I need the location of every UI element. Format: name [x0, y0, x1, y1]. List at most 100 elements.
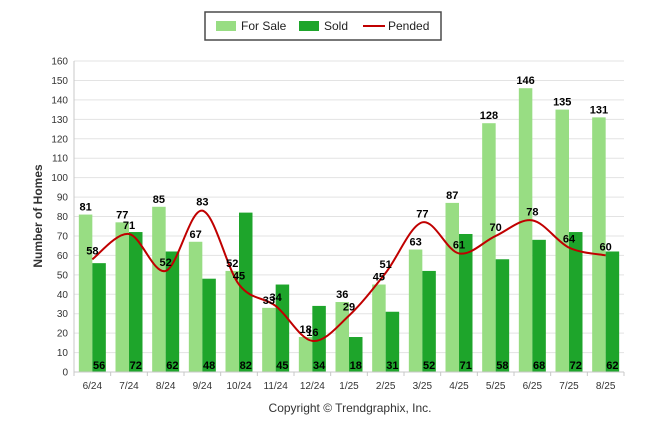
label-sold: 18	[350, 360, 362, 372]
y-tick-label: 90	[57, 193, 69, 204]
bar-sold	[532, 239, 546, 372]
label-pended: 64	[563, 234, 576, 246]
legend-label-for-sale: For Sale	[241, 19, 287, 33]
bars	[78, 88, 620, 373]
bar-sold	[569, 232, 583, 372]
label-pended: 52	[160, 257, 172, 269]
x-tick-label: 7/25	[559, 381, 579, 392]
bar-sold	[385, 311, 400, 372]
y-tick-label: 50	[57, 270, 69, 281]
label-for-sale: 45	[373, 272, 385, 284]
x-tick-label: 3/25	[413, 381, 433, 392]
label-pended: 51	[380, 259, 392, 271]
x-tick-label: 10/24	[226, 381, 251, 392]
x-tick-label: 12/24	[300, 381, 325, 392]
label-for-sale: 18	[299, 324, 311, 336]
bar-for-sale	[482, 123, 496, 372]
label-sold: 71	[460, 360, 472, 372]
label-for-sale: 52	[226, 258, 238, 270]
bar-sold	[349, 337, 363, 372]
y-tick-label: 120	[51, 134, 68, 145]
label-for-sale: 128	[480, 110, 498, 122]
label-pended: 71	[123, 220, 135, 232]
y-tick-label: 20	[57, 329, 69, 340]
pended-line	[91, 209, 606, 342]
y-tick-label: 80	[57, 212, 69, 223]
legend-swatch-sold	[299, 21, 319, 31]
bar-for-sale	[78, 214, 93, 372]
x-tick-label: 2/25	[376, 381, 396, 392]
y-tick-label: 140	[51, 95, 68, 106]
bar-sold	[422, 270, 436, 372]
y-tick-label: 150	[51, 76, 68, 87]
label-sold: 58	[496, 360, 508, 372]
x-tick-label: 4/25	[449, 381, 469, 392]
x-tick-label: 9/24	[193, 381, 213, 392]
legend-swatch-for-sale	[216, 21, 236, 31]
label-sold: 72	[130, 360, 142, 372]
x-tick-label: 11/24	[264, 381, 289, 392]
label-for-sale: 33	[263, 295, 275, 307]
label-pended: 34	[270, 292, 283, 304]
label-pended: 78	[526, 206, 538, 218]
bar-for-sale	[152, 206, 166, 372]
y-tick-label: 110	[52, 154, 68, 165]
y-tick-label: 10	[57, 348, 69, 359]
legend-label-pended: Pended	[388, 19, 429, 33]
bar-for-sale	[188, 241, 203, 372]
label-sold: 48	[203, 360, 215, 372]
y-tick-label: 70	[57, 231, 69, 242]
label-for-sale: 63	[409, 237, 421, 249]
legend: For Sale Sold Pended	[204, 11, 442, 41]
label-sold: 56	[93, 360, 105, 372]
bar-sold	[92, 263, 106, 372]
label-sold: 34	[313, 360, 326, 372]
label-pended: 58	[86, 245, 98, 257]
y-tick-label: 40	[57, 290, 69, 301]
label-for-sale: 77	[116, 209, 128, 221]
label-for-sale: 87	[446, 190, 458, 202]
bar-for-sale	[115, 222, 129, 372]
bar-sold	[605, 251, 620, 372]
label-for-sale: 85	[153, 194, 165, 206]
x-tick-label: 1/25	[339, 381, 359, 392]
y-axis-title: Number of Homes	[31, 164, 45, 268]
bar-sold	[202, 278, 216, 372]
bar-sold	[275, 284, 290, 372]
bar-sold	[312, 305, 326, 372]
label-for-sale: 67	[189, 229, 201, 241]
label-for-sale: 135	[553, 97, 571, 109]
label-sold: 72	[570, 360, 582, 372]
x-tick-label: 8/25	[596, 381, 616, 392]
label-pended: 60	[600, 241, 612, 253]
label-for-sale: 81	[79, 202, 91, 214]
label-sold: 62	[606, 360, 618, 372]
label-for-sale: 36	[336, 289, 348, 301]
data-labels: 81 56 77 72 85 62 67 48 52 82 33 45 18 34 36 18 45 31 63 52…	[79, 75, 618, 372]
bar-for-sale	[372, 284, 386, 372]
label-pended: 77	[416, 208, 428, 220]
label-pended: 29	[343, 302, 355, 314]
x-tick-label: 6/24	[83, 381, 103, 392]
bar-sold	[165, 251, 180, 372]
label-for-sale: 146	[516, 75, 534, 87]
bar-for-sale	[445, 202, 459, 372]
legend-label-sold: Sold	[324, 19, 348, 33]
label-pended: 16	[306, 327, 318, 339]
label-sold: 45	[276, 360, 288, 372]
label-for-sale: 131	[590, 104, 608, 116]
label-pended: 61	[453, 239, 465, 251]
bar-sold	[495, 259, 510, 372]
bar-for-sale	[518, 88, 533, 373]
y-tick-label: 0	[62, 368, 68, 379]
y-tick-label: 60	[57, 251, 69, 262]
axes: 0 10 20 30 40 50 60 70 80 90 100 110 120 130 140 150 160…	[51, 57, 625, 392]
bar-for-sale	[592, 117, 606, 373]
label-pended: 83	[196, 197, 208, 209]
x-tick-label: 8/24	[156, 381, 176, 392]
y-tick-label: 130	[51, 115, 68, 126]
bar-for-sale	[225, 270, 239, 372]
label-sold: 68	[533, 360, 545, 372]
bar-for-sale	[408, 249, 423, 372]
